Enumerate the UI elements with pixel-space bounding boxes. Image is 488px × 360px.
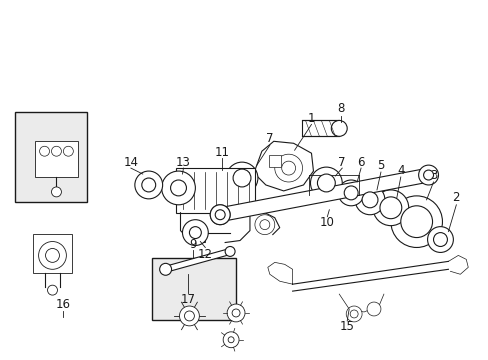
Text: 6: 6: [357, 156, 364, 168]
Text: 13: 13: [176, 156, 190, 168]
Text: 15: 15: [339, 320, 354, 333]
Circle shape: [225, 162, 257, 194]
Circle shape: [366, 302, 380, 316]
Bar: [268, 155, 280, 167]
Circle shape: [254, 215, 274, 235]
Text: 4: 4: [396, 163, 404, 176]
Text: 12: 12: [198, 248, 212, 261]
Circle shape: [274, 154, 302, 182]
Circle shape: [232, 309, 240, 317]
Circle shape: [215, 210, 224, 220]
Circle shape: [226, 304, 244, 322]
Circle shape: [160, 264, 171, 275]
Text: 1: 1: [307, 112, 315, 125]
Circle shape: [310, 167, 342, 199]
Circle shape: [361, 192, 377, 208]
Circle shape: [344, 186, 357, 200]
Text: 9: 9: [189, 238, 197, 251]
Text: 8: 8: [337, 102, 344, 115]
Circle shape: [423, 170, 433, 180]
Circle shape: [135, 171, 163, 199]
Circle shape: [51, 187, 61, 197]
Circle shape: [224, 247, 235, 256]
Text: 10: 10: [319, 216, 334, 229]
Circle shape: [317, 174, 335, 192]
Circle shape: [51, 146, 61, 156]
Text: 7: 7: [338, 156, 346, 168]
Bar: [35, 141, 78, 177]
Circle shape: [354, 185, 384, 215]
Text: 16: 16: [56, 297, 71, 311]
Text: 11: 11: [214, 146, 229, 159]
Text: 17: 17: [181, 293, 196, 306]
Polygon shape: [33, 234, 72, 273]
Circle shape: [170, 180, 186, 196]
Circle shape: [45, 248, 60, 262]
Circle shape: [281, 161, 295, 175]
Circle shape: [162, 171, 195, 205]
Circle shape: [390, 196, 442, 247]
Circle shape: [400, 206, 432, 238]
Circle shape: [379, 197, 401, 219]
Circle shape: [223, 332, 239, 348]
Circle shape: [189, 227, 201, 239]
Circle shape: [331, 121, 346, 136]
Circle shape: [259, 220, 269, 230]
Circle shape: [184, 311, 194, 321]
Circle shape: [210, 205, 230, 225]
Bar: [15, 112, 87, 202]
Text: 3: 3: [429, 168, 436, 181]
Circle shape: [233, 169, 250, 187]
Text: 5: 5: [376, 159, 384, 172]
Bar: [175, 168, 254, 213]
Text: 14: 14: [123, 156, 138, 168]
Circle shape: [40, 146, 49, 156]
Circle shape: [182, 220, 208, 246]
Circle shape: [433, 233, 447, 247]
Circle shape: [47, 285, 57, 295]
Polygon shape: [219, 168, 429, 221]
Circle shape: [338, 180, 364, 206]
Polygon shape: [164, 248, 230, 272]
Text: 2: 2: [452, 192, 459, 204]
Circle shape: [427, 227, 452, 252]
Circle shape: [142, 178, 155, 192]
Circle shape: [372, 190, 408, 226]
Circle shape: [228, 337, 234, 343]
Polygon shape: [301, 121, 339, 136]
Circle shape: [39, 242, 66, 269]
Text: 7: 7: [265, 132, 273, 145]
Circle shape: [418, 165, 438, 185]
Bar: [151, 258, 236, 320]
Circle shape: [210, 205, 230, 225]
Circle shape: [349, 310, 357, 318]
Circle shape: [63, 146, 73, 156]
Polygon shape: [253, 141, 313, 191]
Circle shape: [346, 306, 361, 322]
Circle shape: [179, 306, 199, 326]
